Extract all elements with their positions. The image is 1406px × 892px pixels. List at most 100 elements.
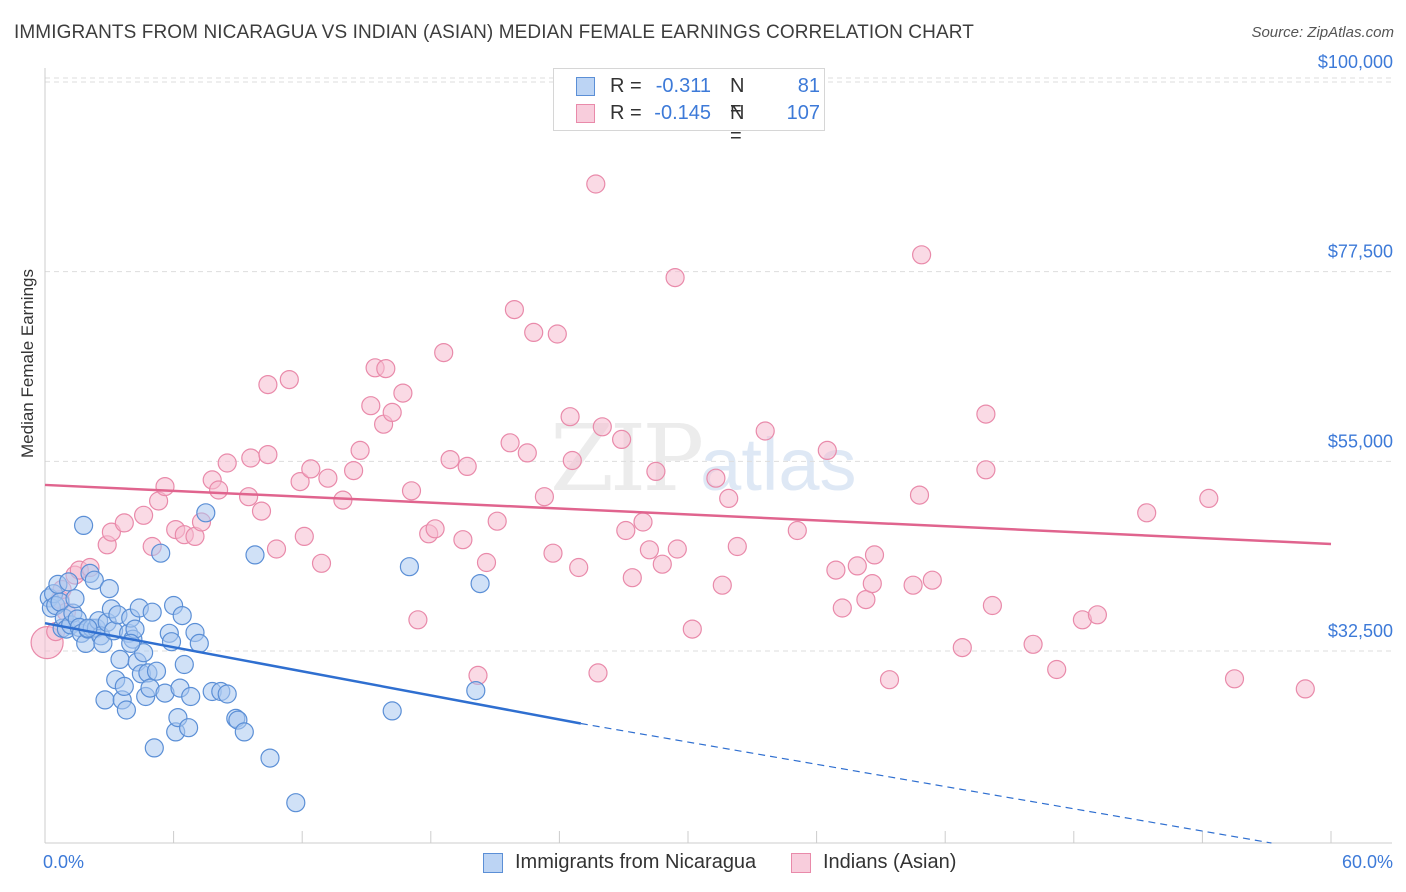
point-indians-asian: [952, 637, 972, 658]
trend-line-indians-asian: [44, 483, 1332, 546]
point-indians-asian: [847, 556, 867, 576]
point-indians-asian: [922, 570, 942, 590]
y-tick-label: $77,500: [1328, 242, 1393, 262]
point-indians-asian: [652, 554, 672, 574]
r-value: -0.311: [655, 75, 711, 97]
point-nicaragua: [174, 654, 194, 675]
point-indians-asian: [909, 485, 930, 505]
y-tick-label: $32,500: [1328, 621, 1393, 641]
point-nicaragua: [99, 578, 119, 599]
point-nicaragua: [466, 680, 486, 701]
point-indians-asian: [611, 429, 632, 449]
point-indians-asian: [453, 530, 473, 550]
source-label: Source: ZipAtlas.com: [1251, 24, 1394, 41]
point-indians-asian: [1295, 679, 1315, 699]
point-nicaragua: [78, 618, 98, 638]
point-indians-asian: [155, 477, 175, 497]
point-indians-asian: [817, 440, 837, 460]
trend-line-nicaragua-projection: [580, 722, 1272, 844]
point-indians-asian: [646, 461, 666, 481]
point-indians-asian: [706, 468, 726, 488]
point-indians-asian: [301, 459, 321, 479]
chart-title: IMMIGRANTS FROM NICARAGUA VS INDIAN (ASI…: [14, 22, 974, 43]
point-indians-asian: [251, 501, 272, 521]
point-nicaragua: [260, 748, 280, 768]
point-indians-asian: [569, 557, 589, 578]
r-value: -0.145: [654, 102, 711, 124]
point-indians-asian: [592, 417, 612, 437]
legend-swatch-blue: [483, 853, 503, 873]
point-indians-asian: [376, 359, 396, 379]
point-indians-asian: [239, 487, 259, 507]
point-indians-asian: [667, 539, 687, 559]
y-tick-label: $55,000: [1328, 431, 1393, 451]
point-indians-asian: [665, 268, 685, 288]
point-nicaragua: [114, 676, 134, 697]
series-indians-asian: [30, 174, 1315, 699]
point-nicaragua: [234, 722, 254, 742]
point-indians-asian: [361, 396, 381, 416]
point-nicaragua: [286, 793, 306, 813]
point-indians-asian: [401, 481, 422, 501]
legend-swatch-pink: [791, 853, 811, 873]
point-indians-asian: [434, 343, 454, 363]
point-indians-asian: [258, 445, 278, 465]
point-indians-asian: [504, 300, 525, 320]
n-value: 81: [797, 75, 820, 97]
point-indians-asian: [408, 610, 428, 630]
y-axis-label: Median Female Earnings: [18, 269, 37, 458]
correlation-legend: R = -0.311 N = 81 R = -0.145 N = 107: [553, 68, 825, 147]
legend-label-nicaragua: Immigrants from Nicaragua: [515, 851, 757, 873]
point-nicaragua: [146, 661, 167, 681]
point-indians-asian: [241, 448, 261, 468]
point-indians-asian: [393, 383, 413, 403]
point-indians-asian: [1087, 605, 1108, 625]
y-tick-label: $100,000: [1318, 52, 1393, 72]
point-nicaragua: [196, 503, 216, 523]
point-indians-asian: [856, 589, 876, 610]
grid-lines: [45, 77, 1392, 652]
point-nicaragua: [142, 602, 162, 622]
y-tick-labels: $32,500 $55,000 $77,500 $100,000: [1318, 52, 1393, 641]
point-indians-asian: [826, 560, 846, 580]
point-nicaragua: [116, 700, 137, 720]
point-indians-asian: [266, 539, 287, 559]
point-nicaragua: [217, 684, 237, 704]
point-indians-asian: [911, 245, 932, 265]
point-indians-asian: [311, 553, 332, 573]
point-nicaragua: [181, 686, 201, 707]
point-indians-asian: [755, 421, 775, 441]
point-nicaragua: [470, 573, 490, 594]
point-indians-asian: [1224, 669, 1245, 689]
point-nicaragua: [58, 572, 79, 592]
point-indians-asian: [1199, 488, 1219, 508]
point-indians-asian: [487, 511, 507, 531]
point-indians-asian: [294, 526, 314, 547]
point-nicaragua: [134, 643, 154, 663]
point-indians-asian: [622, 568, 642, 588]
point-indians-asian: [217, 453, 237, 473]
point-indians-asian: [209, 480, 229, 500]
n-label: N =: [730, 102, 745, 147]
point-indians-asian: [562, 450, 582, 471]
point-nicaragua: [144, 738, 164, 758]
series-nicaragua: [39, 503, 490, 813]
legend-swatch-blue: [576, 77, 595, 96]
point-indians-asian: [500, 433, 520, 453]
point-nicaragua: [399, 557, 419, 577]
n-label: N =: [730, 75, 745, 120]
point-indians-asian: [344, 461, 364, 481]
point-indians-asian: [543, 543, 563, 563]
point-indians-asian: [727, 536, 747, 557]
point-indians-asian: [318, 468, 338, 488]
point-nicaragua: [84, 570, 104, 590]
point-indians-asian: [976, 460, 996, 480]
point-indians-asian: [101, 522, 122, 542]
axes: [44, 68, 1392, 844]
legend-swatch-pink: [576, 104, 595, 123]
point-indians-asian: [1023, 634, 1043, 654]
point-indians-asian: [114, 513, 134, 533]
point-indians-asian: [524, 322, 544, 342]
point-indians-asian: [976, 404, 996, 424]
